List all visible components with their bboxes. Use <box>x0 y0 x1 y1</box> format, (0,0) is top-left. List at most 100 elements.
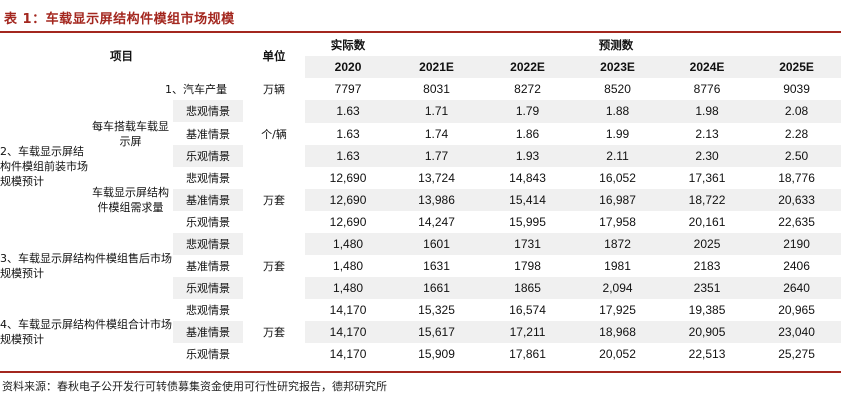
table-row: 2、车载显示屏结构件模组前装市场规模预计 每车搭载车载显示屏 悲观情景 个/辆 … <box>0 100 841 188</box>
header-actual: 实际数 <box>330 38 366 52</box>
value-cell: 17,925 <box>599 303 636 317</box>
section-label-4: 4、车载显示屏结构件模组合计市场规模预计 <box>0 318 172 346</box>
scenario-cell: 乐观情景 <box>186 216 231 229</box>
bottom-rule <box>0 371 841 373</box>
value-cell: 2.13 <box>695 126 719 141</box>
value-cell: 1.99 <box>605 126 630 141</box>
unit-cell: 万套 <box>263 260 286 273</box>
value-cell: 1661 <box>391 277 483 299</box>
year-header: 2021E <box>391 56 483 78</box>
value-cell: 1798 <box>514 259 541 273</box>
value-cell: 15,325 <box>418 303 455 317</box>
scenario-cell: 悲观情景 <box>173 100 244 123</box>
value-cell: 17,211 <box>482 321 574 343</box>
value-cell: 20,965 <box>778 303 815 317</box>
unit-cell: 万辆 <box>263 83 286 96</box>
value-cell: 8031 <box>423 82 450 96</box>
value-cell: 8272 <box>514 82 541 96</box>
table-row: 基准情景 14,170 15,617 17,211 18,968 20,905 … <box>0 321 841 343</box>
scenario-cell: 悲观情景 <box>186 304 231 317</box>
scenario-cell: 基准情景 <box>186 128 231 141</box>
value-cell: 2640 <box>752 277 841 299</box>
value-cell: 2.08 <box>752 100 841 123</box>
unit-cell: 个/辆 <box>261 127 287 141</box>
value-cell: 20,052 <box>599 347 636 361</box>
value-cell: 15,909 <box>418 347 455 361</box>
table-row: 基准情景 1,480 1631 1798 1981 2183 2406 <box>0 255 841 277</box>
market-size-table: 项目 单位 实际数 预测数 2020 2021E 2022E 2023E 202… <box>0 34 841 365</box>
value-cell: 7797 <box>334 82 362 96</box>
sub-label-demand: 车载显示屏结构件模组需求量 <box>92 186 169 214</box>
unit-cell: 万套 <box>263 194 286 207</box>
value-cell: 12,690 <box>329 215 367 229</box>
row-label-car: 1、汽车产量 <box>165 83 228 96</box>
value-cell: 15,617 <box>391 321 483 343</box>
year-header: 2022E <box>482 56 574 78</box>
value-cell: 17,958 <box>599 215 636 229</box>
header-forecast: 预测数 <box>598 38 634 52</box>
value-cell: 14,843 <box>509 171 546 185</box>
value-cell: 23,040 <box>752 321 841 343</box>
value-cell: 1731 <box>482 233 574 255</box>
value-cell: 2025 <box>662 233 753 255</box>
table-row: 乐观情景 1.63 1.77 1.93 2.11 2.30 2.50 <box>0 145 841 167</box>
value-cell: 2406 <box>783 259 810 273</box>
table-row: 基准情景 12,690 13,986 15,414 16,987 18,722 … <box>0 189 841 211</box>
scenario-cell: 乐观情景 <box>173 145 244 167</box>
value-cell: 2.11 <box>573 145 663 167</box>
year-header: 2025E <box>752 56 841 78</box>
value-cell: 13,986 <box>391 189 483 211</box>
value-cell: 1872 <box>573 233 663 255</box>
value-cell: 18,722 <box>662 189 753 211</box>
scenario-cell: 乐观情景 <box>186 348 231 361</box>
scenario-cell: 基准情景 <box>186 260 231 273</box>
value-cell: 1.63 <box>305 100 392 123</box>
value-cell: 1.74 <box>424 126 449 141</box>
value-cell: 16,052 <box>599 171 636 185</box>
value-cell: 12,690 <box>305 189 392 211</box>
value-cell: 1.93 <box>482 145 574 167</box>
value-cell: 17,361 <box>688 171 726 185</box>
scenario-cell: 乐观情景 <box>173 277 244 299</box>
scenario-cell: 悲观情景 <box>173 233 244 255</box>
value-cell: 20,905 <box>662 321 753 343</box>
scenario-cell: 悲观情景 <box>186 172 231 185</box>
value-cell: 15,414 <box>482 189 574 211</box>
table-row: 4、车载显示屏结构件模组合计市场规模预计 悲观情景 万套 14,170 15,3… <box>0 299 841 346</box>
value-cell: 15,995 <box>509 215 546 229</box>
value-cell: 8520 <box>604 82 631 96</box>
year-header: 2020 <box>305 56 392 78</box>
value-cell: 1.86 <box>515 126 540 141</box>
value-cell: 1.77 <box>391 145 483 167</box>
value-cell: 1.63 <box>305 145 392 167</box>
value-cell: 1.88 <box>573 100 663 123</box>
value-cell: 2190 <box>752 233 841 255</box>
section-label-3: 3、车载显示屏结构件模组售后市场规模预计 <box>0 252 172 280</box>
value-cell: 8776 <box>693 82 721 96</box>
section-label-2: 2、车载显示屏结构件模组前装市场规模预计 <box>0 145 88 188</box>
value-cell: 12,690 <box>329 171 367 185</box>
value-cell: 18,776 <box>778 171 815 185</box>
value-cell: 2.30 <box>662 145 753 167</box>
value-cell: 1631 <box>423 259 450 273</box>
table-row: 3、车载显示屏结构件模组售后市场规模预计 悲观情景 万套 1,480 1601 … <box>0 233 841 280</box>
value-cell: 1.71 <box>391 100 483 123</box>
top-rule <box>0 31 841 33</box>
scenario-cell: 基准情景 <box>173 321 244 343</box>
source-note: 资料来源：春秋电子公开发行可转债募集资金使用可行性研究报告，德邦研究所 <box>2 380 387 393</box>
value-cell: 22,635 <box>778 215 815 229</box>
value-cell: 19,385 <box>688 303 726 317</box>
value-cell: 1601 <box>391 233 483 255</box>
sub-label-per-car: 每车搭载车载显示屏 <box>92 119 169 148</box>
value-cell: 2351 <box>662 277 753 299</box>
header-unit: 单位 <box>262 49 286 63</box>
value-cell: 18,968 <box>573 321 663 343</box>
header-item: 项目 <box>110 49 134 63</box>
value-cell: 16,574 <box>509 303 546 317</box>
value-cell: 9039 <box>783 82 810 96</box>
header-row-1: 项目 单位 实际数 预测数 <box>0 34 841 63</box>
value-cell: 20,161 <box>688 215 726 229</box>
value-cell: 13,724 <box>418 171 455 185</box>
value-cell: 1865 <box>482 277 574 299</box>
value-cell: 1,480 <box>333 259 364 273</box>
